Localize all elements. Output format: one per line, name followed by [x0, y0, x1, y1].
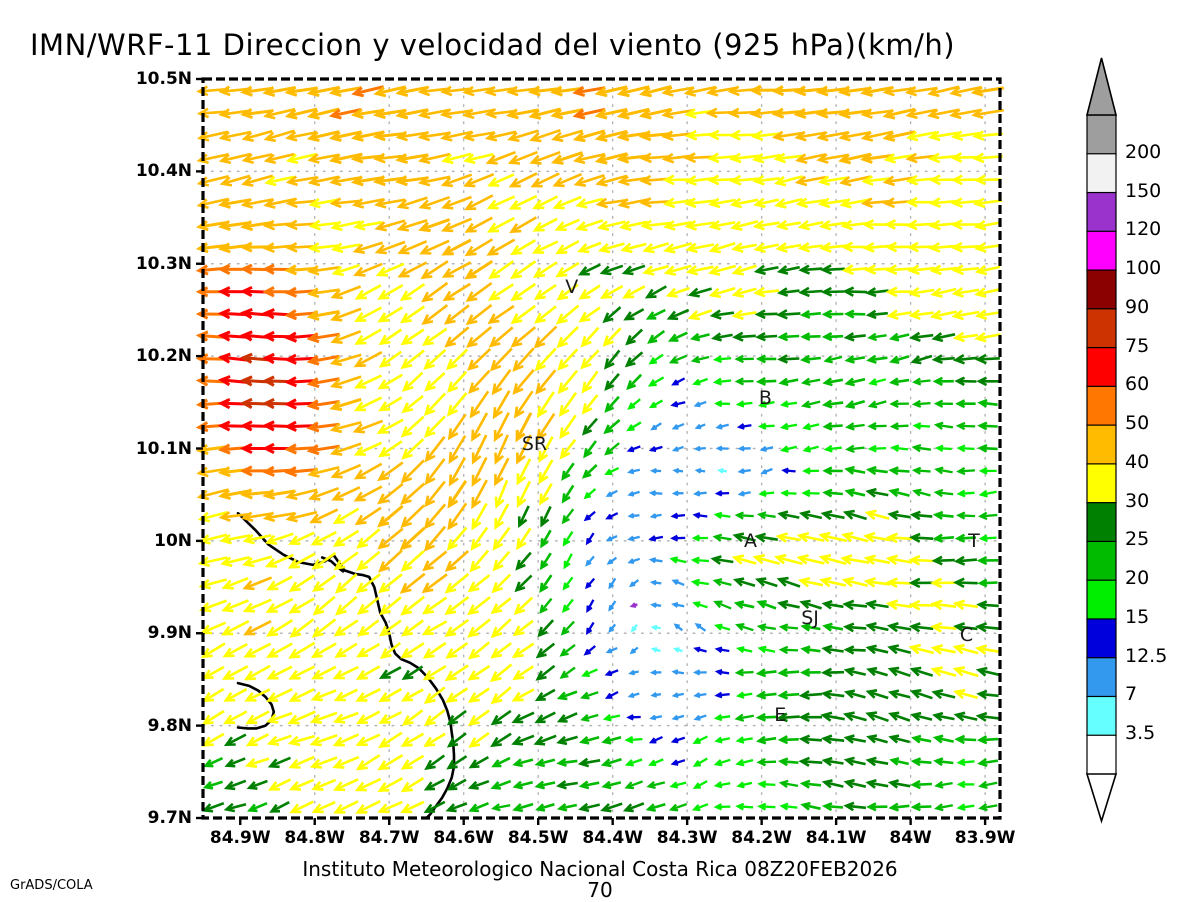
colorbar-tick-150: 150 — [1125, 180, 1161, 202]
city-label-a: A — [744, 530, 757, 552]
y-axis-tick-9.7N: 9.7N — [148, 808, 192, 828]
colorbar-tick-3.5: 3.5 — [1125, 722, 1155, 744]
city-label-t: T — [968, 530, 980, 552]
y-axis-tick-10.2N: 10.2N — [136, 346, 192, 366]
colorbar-tick-30: 30 — [1125, 490, 1149, 512]
colorbar-tick-75: 75 — [1125, 335, 1149, 357]
y-axis-tick-10.3N: 10.3N — [136, 254, 192, 274]
y-axis-tick-10.5N: 10.5N — [136, 69, 192, 89]
colorbar-tick-50: 50 — [1125, 412, 1149, 434]
x-axis-tick-84.9W: 84.9W — [210, 828, 271, 848]
y-axis-tick-9.9N: 9.9N — [148, 623, 192, 643]
colorbar-tick-7: 7 — [1125, 683, 1137, 705]
x-axis-tick-84W: 84W — [889, 828, 931, 848]
footer-number: 70 — [587, 878, 612, 902]
colorbar-tick-20: 20 — [1125, 567, 1149, 589]
y-axis-tick-9.8N: 9.8N — [148, 716, 192, 736]
colorbar-tick-40: 40 — [1125, 451, 1149, 473]
city-label-b: B — [759, 387, 772, 409]
colorbar-tick-200: 200 — [1125, 141, 1161, 163]
x-axis-tick-83.9W: 83.9W — [955, 828, 1016, 848]
y-axis-tick-10.4N: 10.4N — [136, 161, 192, 181]
colorbar-tick-100: 100 — [1125, 257, 1161, 279]
colorbar-tick-90: 90 — [1125, 296, 1149, 318]
y-axis-tick-10.1N: 10.1N — [136, 439, 192, 459]
colorbar-tick-60: 60 — [1125, 373, 1149, 395]
colorbar-tick-120: 120 — [1125, 218, 1161, 240]
y-axis-tick-10N: 10N — [154, 531, 192, 551]
city-label-e: E — [774, 704, 786, 726]
x-axis-tick-84.6W: 84.6W — [433, 828, 494, 848]
x-axis-tick-84.4W: 84.4W — [582, 828, 643, 848]
city-label-sj: SJ — [801, 607, 819, 629]
x-axis-tick-84.5W: 84.5W — [508, 828, 569, 848]
grads-credit: GrADS/COLA — [10, 878, 93, 893]
city-label-c: C — [960, 624, 973, 646]
x-axis-tick-84.3W: 84.3W — [657, 828, 718, 848]
colorbar-tick-25: 25 — [1125, 528, 1149, 550]
x-axis-tick-84.8W: 84.8W — [284, 828, 345, 848]
city-label-v: V — [565, 276, 578, 298]
colorbar-tick-12.5: 12.5 — [1125, 645, 1167, 667]
city-label-sr: SR — [522, 433, 547, 455]
x-axis-tick-84.7W: 84.7W — [359, 828, 420, 848]
colorbar-tick-15: 15 — [1125, 606, 1149, 628]
x-axis-tick-84.1W: 84.1W — [806, 828, 867, 848]
x-axis-tick-84.2W: 84.2W — [731, 828, 792, 848]
